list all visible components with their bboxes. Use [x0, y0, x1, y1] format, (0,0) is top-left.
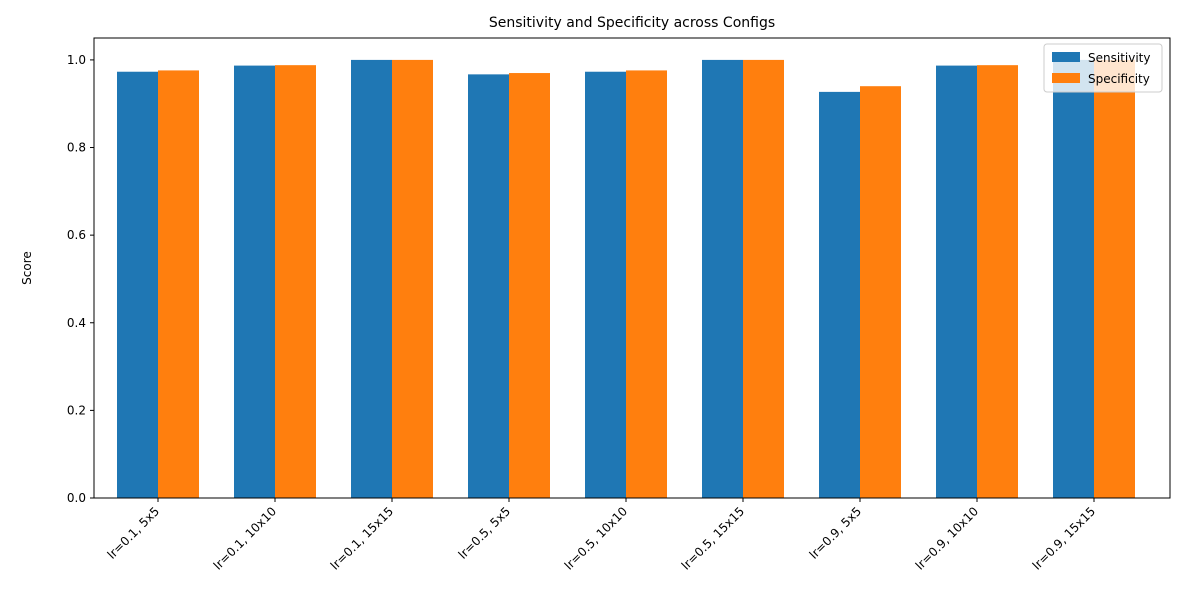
- bar-sensitivity-3: [468, 74, 509, 498]
- bar-sensitivity-5: [702, 59, 743, 499]
- bar-sensitivity-0: [117, 71, 158, 498]
- y-tick-label: 0.4: [67, 316, 86, 330]
- bar-sensitivity-6: [819, 91, 860, 498]
- bar-sensitivity-7: [936, 65, 977, 498]
- y-tick-label: 1.0: [67, 53, 86, 67]
- bar-sensitivity-4: [585, 71, 626, 498]
- x-tick-label: lr=0.9, 15x15: [1030, 504, 1098, 572]
- y-tick-label: 0.2: [67, 403, 86, 417]
- x-tick-label: lr=0.1, 15x15: [328, 504, 396, 572]
- bar-specificity-6: [860, 86, 901, 498]
- y-tick-label: 0.0: [67, 491, 86, 505]
- bar-specificity-8: [1094, 59, 1135, 499]
- y-tick-label: 0.6: [67, 228, 86, 242]
- y-tick-label: 0.8: [67, 141, 86, 155]
- legend-label-sensitivity: Sensitivity: [1088, 51, 1150, 65]
- x-tick-label: lr=0.9, 10x10: [913, 504, 981, 572]
- x-tick-label: lr=0.5, 15x15: [679, 504, 747, 572]
- bar-sensitivity-1: [234, 65, 275, 498]
- legend-swatch-specificity: [1052, 73, 1080, 83]
- x-tick-label: lr=0.9, 5x5: [807, 504, 865, 562]
- y-axis-label: Score: [20, 251, 34, 285]
- legend-label-specificity: Specificity: [1088, 72, 1150, 86]
- legend: Sensitivity Specificity: [1043, 43, 1163, 93]
- x-tick-label: lr=0.1, 5x5: [105, 504, 163, 562]
- bar-specificity-3: [509, 73, 550, 499]
- bar-specificity-7: [977, 65, 1018, 499]
- bar-sensitivity-8: [1053, 59, 1094, 499]
- bar-specificity-4: [626, 70, 667, 499]
- bar-sensitivity-2: [351, 59, 392, 499]
- plot-frame: [93, 37, 1171, 499]
- legend-swatch-sensitivity: [1052, 52, 1080, 62]
- chart-title: Sensitivity and Specificity across Confi…: [489, 15, 775, 31]
- bar-specificity-2: [392, 59, 433, 499]
- bars-layer: [117, 59, 1135, 499]
- bar-specificity-1: [275, 65, 316, 499]
- x-tick-label: lr=0.5, 5x5: [456, 504, 514, 562]
- bar-specificity-5: [743, 59, 784, 499]
- x-tick-label: lr=0.5, 10x10: [562, 504, 630, 572]
- bar-specificity-0: [158, 70, 199, 499]
- x-tick-label: lr=0.1, 10x10: [211, 504, 279, 572]
